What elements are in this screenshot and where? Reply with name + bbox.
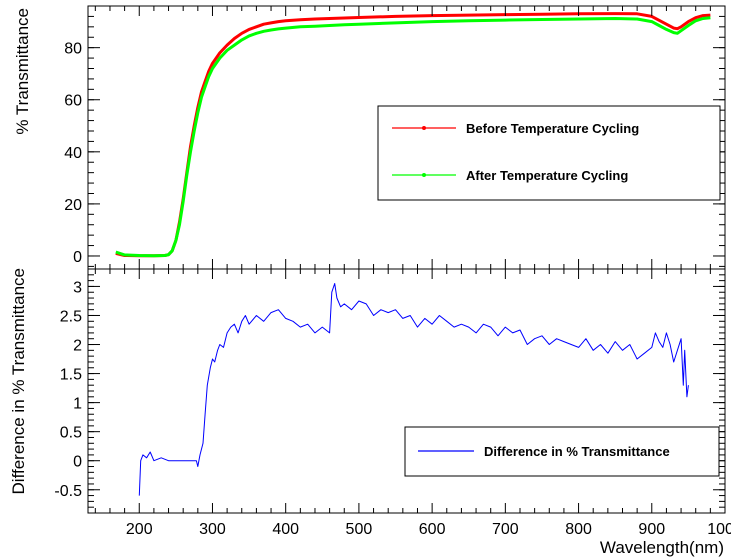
bottom-x-axis-title: Wavelength(nm)	[600, 538, 724, 557]
y-tick-label: 0	[73, 454, 82, 471]
y-tick-label: 3	[73, 279, 82, 296]
y-tick-label: 20	[64, 197, 82, 214]
bottom-legend: Difference in % Transmittance	[405, 427, 719, 476]
y-tick-label: 80	[64, 41, 82, 58]
x-tick-label: 1000	[707, 521, 731, 538]
top-legend: Before Temperature Cycling After Tempera…	[378, 106, 720, 200]
y-tick-label: -0.5	[54, 483, 82, 500]
y-tick-label: 2.5	[60, 308, 82, 325]
x-tick-label: 800	[565, 521, 592, 538]
x-tick-label: 700	[492, 521, 519, 538]
y-tick-label: 0	[73, 249, 82, 266]
legend-label-after: After Temperature Cycling	[466, 168, 628, 183]
x-tick-label: 400	[272, 521, 299, 538]
legend-marker-before	[422, 126, 426, 130]
legend-marker-after	[422, 173, 426, 177]
y-tick-label: 0.5	[60, 425, 82, 442]
x-tick-label: 200	[126, 521, 153, 538]
y-tick-label: 1.5	[60, 367, 82, 384]
x-tick-label: 900	[638, 521, 665, 538]
y-tick-label: 1	[73, 396, 82, 413]
legend-label-before: Before Temperature Cycling	[466, 121, 639, 136]
y-tick-label: 2	[73, 338, 82, 355]
top-y-axis-title: % Transmittance	[13, 8, 32, 135]
y-tick-label: 60	[64, 93, 82, 110]
x-tick-label: 600	[419, 521, 446, 538]
legend-label-difference: Difference in % Transmittance	[484, 444, 670, 459]
y-tick-label: 40	[64, 145, 82, 162]
x-tick-label: 300	[199, 521, 226, 538]
bottom-y-axis-title: Difference in % Transmittance	[9, 268, 28, 494]
x-tick-label: 500	[346, 521, 373, 538]
